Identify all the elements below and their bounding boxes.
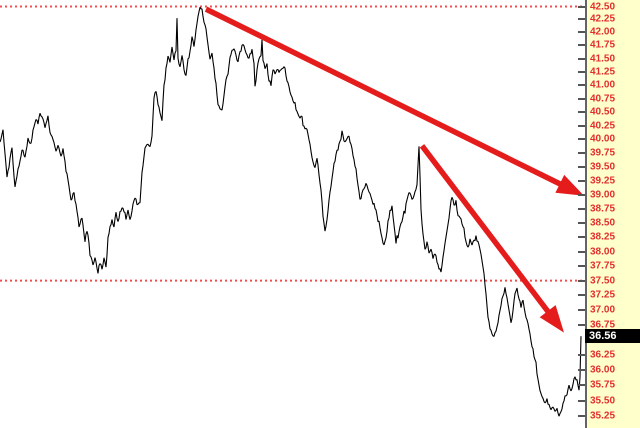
axis-tick bbox=[578, 179, 585, 182]
price-chart-svg bbox=[0, 5, 585, 417]
axis-label: 41.50 bbox=[590, 53, 616, 65]
last-price-box: 36.56 bbox=[585, 329, 640, 343]
axis-tick bbox=[578, 5, 585, 8]
axis-tick bbox=[578, 399, 585, 402]
axis-tick bbox=[578, 309, 585, 311]
axis-tick bbox=[578, 31, 585, 34]
axis-tick bbox=[578, 57, 585, 60]
axis-tick bbox=[578, 294, 585, 297]
axis-tick bbox=[578, 323, 585, 326]
axis-tick bbox=[578, 97, 585, 100]
price-axis: 36.56 42.50 42.25 42.00 41.75 41.50 41.25 41.0… bbox=[585, 0, 640, 428]
axis-tick bbox=[578, 151, 585, 154]
axis-label: 42.00 bbox=[590, 26, 616, 38]
axis-label: 37.50 bbox=[590, 275, 616, 287]
axis-label: 41.75 bbox=[590, 39, 616, 51]
axis-label: 36.25 bbox=[590, 349, 616, 361]
trend-arrow-2-shaft bbox=[419, 144, 555, 320]
axis-tick bbox=[578, 207, 585, 210]
axis-label: 37.25 bbox=[590, 289, 616, 301]
axis-label: 39.00 bbox=[590, 189, 616, 201]
axis-label: 38.25 bbox=[590, 231, 616, 243]
axis-label: 39.75 bbox=[590, 147, 616, 159]
axis-tick bbox=[578, 353, 585, 356]
axis-label: 38.75 bbox=[590, 203, 616, 215]
axis-tick bbox=[578, 384, 585, 387]
axis-tick bbox=[578, 44, 585, 47]
last-price-label: 36.56 bbox=[589, 330, 617, 342]
axis-label: 35.50 bbox=[590, 395, 616, 407]
axis-label: 36.00 bbox=[590, 364, 616, 376]
axis-tick bbox=[578, 70, 585, 73]
price-chart-plot bbox=[0, 5, 585, 418]
axis-label: 39.25 bbox=[590, 175, 616, 187]
axis-label: 36.75 bbox=[590, 319, 616, 331]
axis-tick bbox=[578, 221, 585, 224]
axis-label: 40.00 bbox=[590, 133, 616, 145]
axis-label: 35.25 bbox=[590, 410, 616, 422]
axis-label: 35.75 bbox=[590, 379, 616, 391]
axis-tick bbox=[578, 165, 585, 168]
axis-label: 41.00 bbox=[590, 79, 616, 91]
axis-tick bbox=[578, 250, 585, 253]
axis-label: 42.25 bbox=[590, 13, 616, 25]
axis-label: 38.00 bbox=[590, 246, 616, 258]
price-line bbox=[0, 6, 582, 417]
axis-tick bbox=[578, 138, 585, 141]
axis-tick bbox=[578, 193, 585, 196]
axis-label: 39.50 bbox=[590, 161, 616, 173]
axis-tick bbox=[578, 369, 585, 371]
axis-tick bbox=[578, 124, 585, 127]
axis-label: 37.75 bbox=[590, 260, 616, 272]
trend-arrow-2-head bbox=[539, 305, 564, 333]
axis-tick bbox=[578, 279, 585, 282]
axis-label: 41.25 bbox=[590, 66, 616, 78]
axis-tick bbox=[578, 265, 585, 268]
axis-tick bbox=[578, 111, 585, 114]
trend-arrow-1-head bbox=[555, 174, 584, 196]
axis-label: 38.50 bbox=[590, 217, 616, 229]
axis-tick bbox=[578, 236, 585, 239]
trend-arrow-1-shaft bbox=[204, 6, 569, 190]
axis-label: 40.75 bbox=[590, 93, 616, 105]
axis-tick bbox=[578, 415, 585, 418]
axis-tick bbox=[578, 18, 585, 21]
axis-label: 40.50 bbox=[590, 106, 616, 118]
axis-label: 40.25 bbox=[590, 120, 616, 132]
axis-tick bbox=[578, 84, 585, 87]
axis-label: 42.50 bbox=[590, 1, 616, 12]
axis-label: 37.00 bbox=[590, 304, 616, 316]
